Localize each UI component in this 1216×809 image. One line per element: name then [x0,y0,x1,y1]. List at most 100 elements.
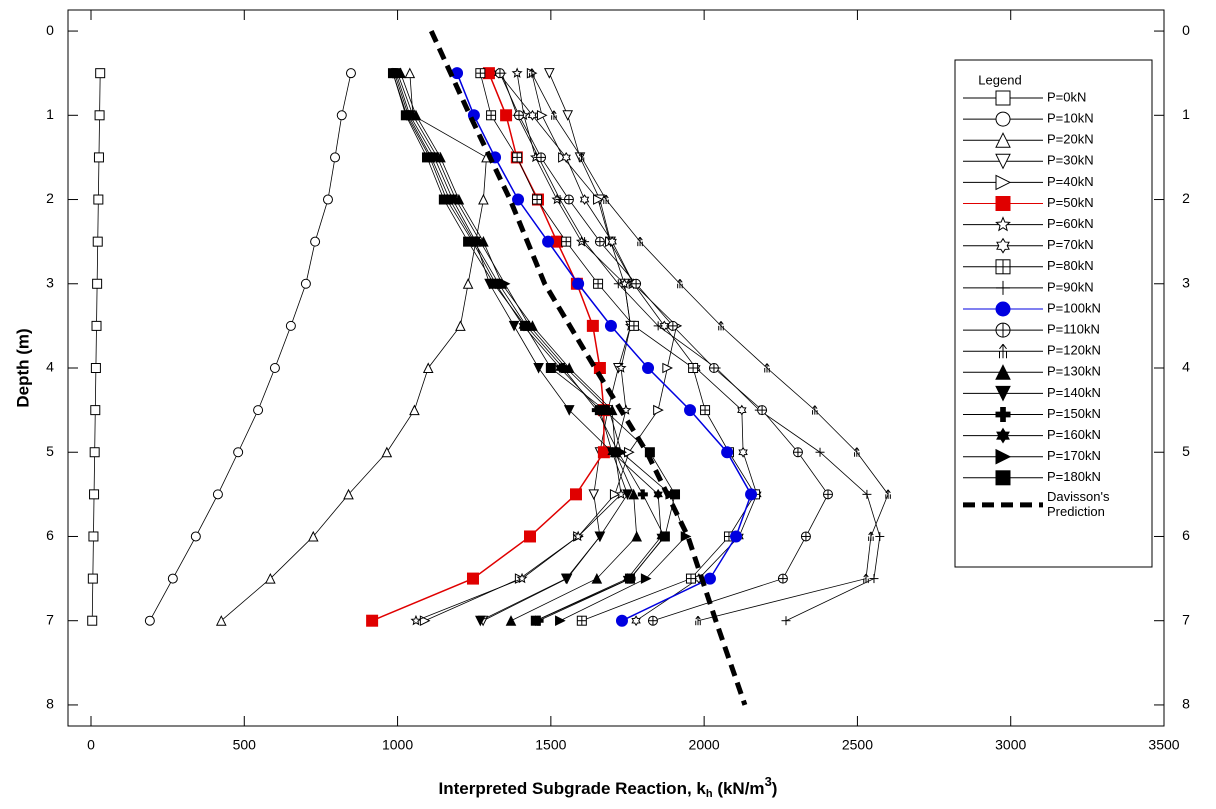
marker [995,301,1011,317]
marker-shape [637,489,648,500]
marker-shape [662,362,673,374]
marker-shape [766,363,770,367]
marker [563,194,574,205]
marker-shape [421,152,432,163]
marker-shape [212,489,223,500]
legend-title: Legend [978,72,1021,87]
marker [527,109,538,121]
marker [87,615,98,626]
marker [529,68,535,78]
marker [995,90,1011,106]
marker [737,404,747,416]
marker [524,530,537,543]
marker-shape [499,278,511,290]
marker [87,573,98,584]
marker [555,615,566,627]
marker-shape [345,68,356,79]
marker [572,277,585,290]
marker-shape [588,489,600,500]
marker [885,489,891,499]
marker-shape [670,489,681,500]
marker [400,110,411,121]
series-line [479,73,756,622]
x-axis-label-part: 3 [765,774,772,789]
marker [542,235,555,248]
marker [488,278,499,289]
marker [995,385,1011,402]
marker [561,362,572,374]
marker-shape [330,152,341,163]
marker [265,572,276,584]
marker-shape [520,320,531,331]
marker [995,111,1011,127]
marker-shape [524,530,537,543]
marker [996,427,1010,444]
marker-shape [574,152,586,164]
marker [631,278,642,289]
marker [863,573,869,584]
marker [508,320,520,332]
marker-shape [995,364,1011,380]
marker-shape [684,404,697,417]
y-tick-label: 6 [46,527,54,543]
marker-shape [703,572,716,585]
marker-shape [269,363,280,373]
legend-label: P=110kN [1047,322,1100,337]
marker [366,614,379,627]
marker-shape [94,110,105,121]
marker-shape [529,68,533,72]
marker [536,109,548,121]
marker-shape [462,278,474,289]
marker [812,405,818,415]
marker-shape [93,152,104,163]
marker [475,68,486,79]
marker-shape [737,404,747,416]
legend-label: P=130kN [1047,364,1101,379]
marker [659,531,670,542]
marker [322,194,333,205]
marker [999,343,1007,359]
marker-shape [622,489,633,500]
marker-shape [536,109,548,121]
marker-shape [233,447,244,458]
marker [90,405,101,416]
marker [561,151,571,163]
y-tick-label-right: 6 [1182,527,1190,543]
marker-shape [542,235,555,248]
marker-shape [500,109,513,122]
marker-shape [995,301,1011,317]
marker [233,447,244,458]
legend-label: P=60kN [1047,216,1094,231]
legend-label: P=120kN [1047,343,1101,358]
marker [730,530,743,543]
marker-shape [516,572,528,584]
marker [862,489,872,499]
marker [486,110,497,121]
y-tick-label: 7 [46,611,54,627]
series-line [415,73,631,622]
marker-shape [561,151,571,163]
marker-shape [607,446,617,458]
legend-label: P=20kN [1047,132,1094,147]
marker [738,446,748,458]
marker [511,67,523,78]
marker-shape [505,615,517,626]
y-tick-label: 1 [46,106,54,122]
marker-shape [563,405,575,416]
x-tick-label: 3000 [995,737,1026,753]
marker [628,320,639,331]
marker [421,152,432,163]
marker [387,68,398,79]
marker [695,615,701,626]
legend-label: P=70kN [1047,237,1094,252]
marker-shape [466,572,479,585]
marker-shape [995,153,1011,170]
marker-shape [551,110,555,115]
marker-shape [92,236,103,247]
y-tick-label-right: 8 [1182,696,1190,712]
marker [637,236,643,247]
marker-shape [594,531,606,543]
marker [777,573,788,584]
legend-label: P=0kN [1047,89,1086,104]
x-tick-label: 0 [87,737,95,753]
